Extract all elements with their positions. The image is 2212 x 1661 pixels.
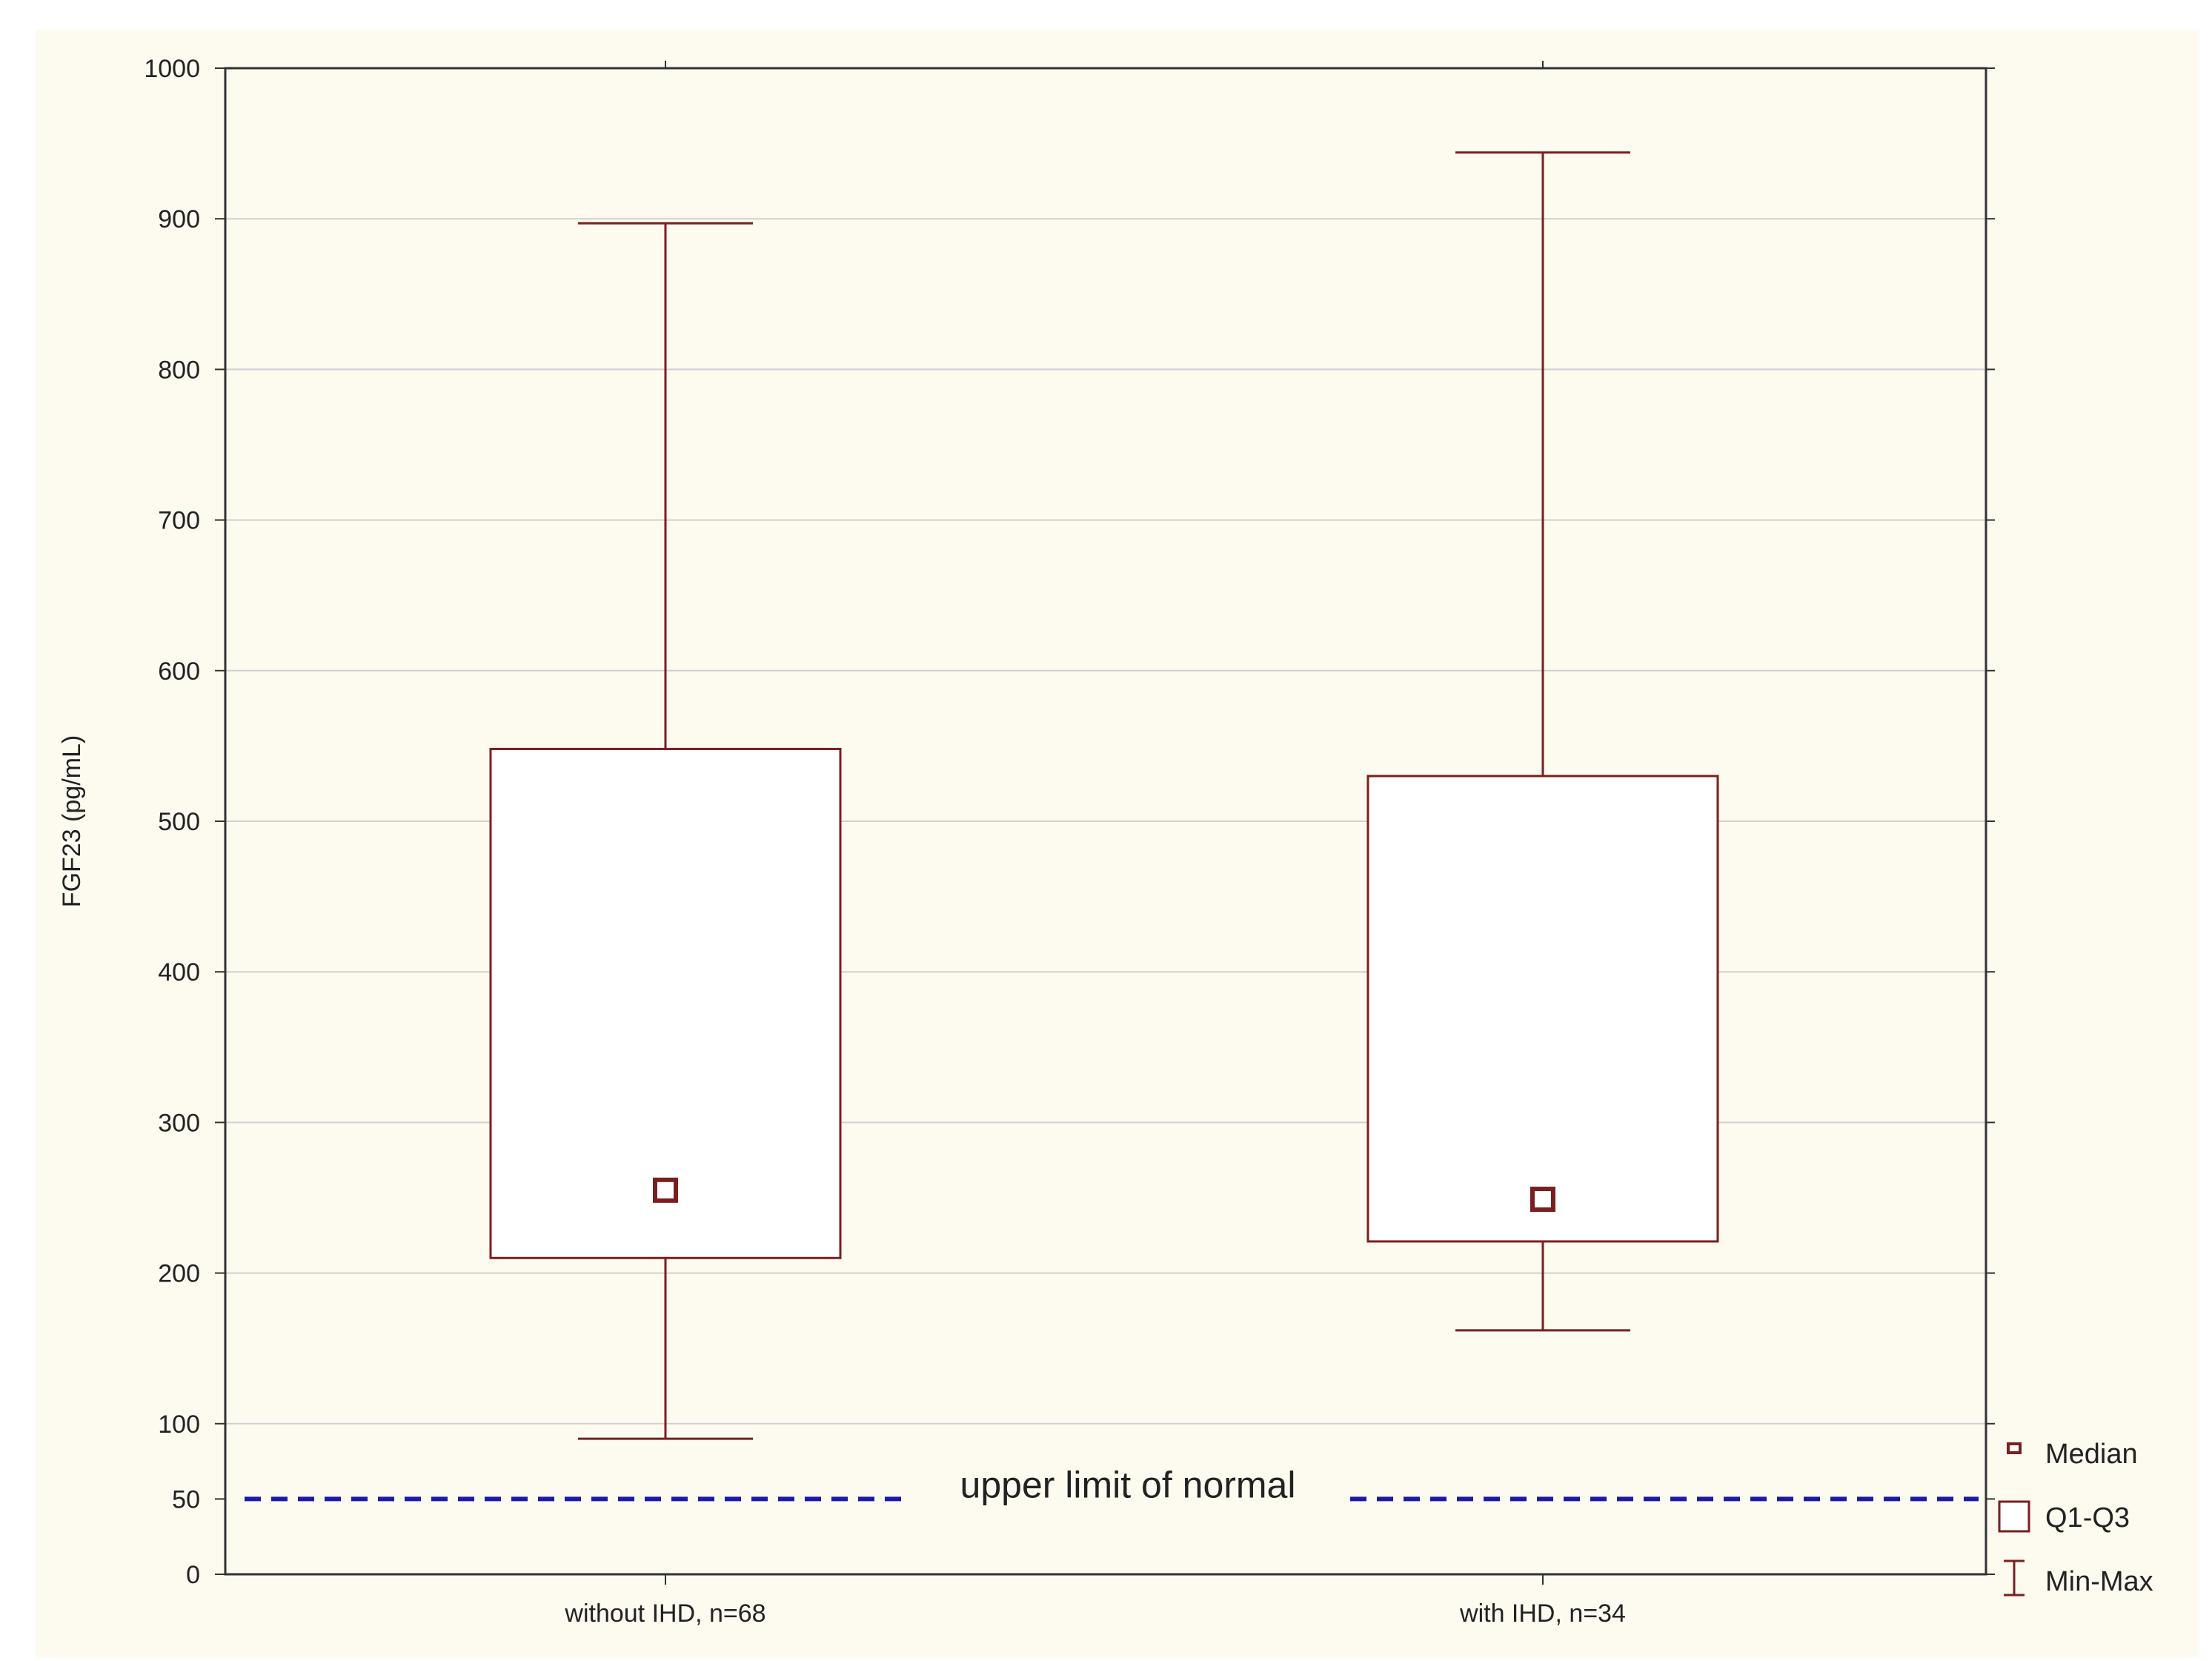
median-marker <box>653 1177 678 1203</box>
y-tick-label: 500 <box>158 808 200 836</box>
y-tick-label: 300 <box>158 1109 200 1137</box>
y-tick-label: 700 <box>158 507 200 535</box>
median-marker <box>1530 1187 1555 1213</box>
y-axis: 0 50 100 200 300 400 500 600 700 800 900 1000 <box>144 55 1995 1589</box>
y-axis-title: FGF23 (pg/mL) <box>58 735 86 907</box>
y-tick-label: 600 <box>158 657 200 686</box>
box-group <box>489 222 842 1440</box>
legend-label: Median <box>2045 1439 2138 1470</box>
y-tick-label: 0 <box>186 1561 200 1589</box>
y-tick-label: 1000 <box>144 55 200 83</box>
legend-box-icon <box>1998 1500 2030 1533</box>
y-tick-label: 50 <box>172 1485 200 1514</box>
y-tick-label: 800 <box>158 356 200 384</box>
y-tick-label: 900 <box>158 205 200 233</box>
y-tick-label: 400 <box>158 958 200 987</box>
y-tick-label: 100 <box>158 1410 200 1439</box>
iqr-box <box>489 747 842 1259</box>
box-series <box>489 151 1719 1440</box>
legend: Median Q1-Q3 Min-Max <box>1998 1439 2153 1597</box>
iqr-box <box>1366 775 1719 1243</box>
y-tick-label: 200 <box>158 1260 200 1288</box>
box-group <box>1366 151 1719 1332</box>
chart-panel-background <box>36 30 2199 1657</box>
reference-line-label: upper limit of normal <box>960 1464 1296 1505</box>
legend-label: Q1-Q3 <box>2045 1502 2130 1534</box>
x-tick-label: with IHD, n=34 <box>1459 1599 1626 1628</box>
legend-median-icon <box>2007 1442 2022 1454</box>
x-tick-label: without IHD, n=68 <box>564 1599 765 1628</box>
x-axis: without IHD, n=68 with IHD, n=34 <box>564 61 1626 1628</box>
legend-label: Min-Max <box>2045 1566 2153 1597</box>
reference-line-group: upper limit of normal <box>245 1464 1979 1505</box>
